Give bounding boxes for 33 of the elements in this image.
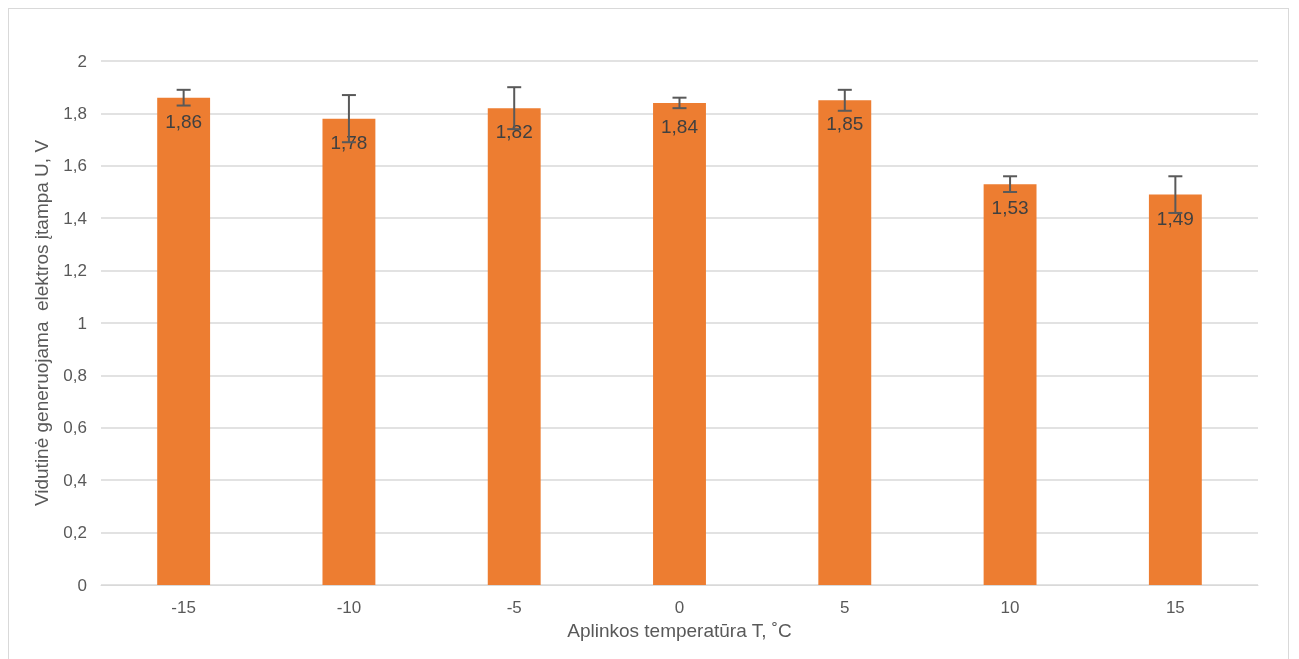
bar — [157, 97, 211, 585]
bar — [983, 184, 1037, 585]
data-label: 1,86 — [165, 110, 203, 132]
y-tick-label: 1,6 — [63, 156, 87, 176]
data-label: 1,53 — [991, 197, 1029, 219]
bar — [1148, 194, 1202, 585]
y-tick-label: 0,8 — [63, 365, 87, 385]
x-tick-label: 15 — [1165, 598, 1185, 617]
bar — [653, 102, 706, 585]
x-tick-label: -15 — [171, 598, 196, 617]
data-label: 1,49 — [1156, 207, 1194, 229]
bar — [487, 108, 541, 585]
x-tick-label: -10 — [336, 598, 362, 617]
y-tick-label: 0,6 — [63, 418, 87, 438]
y-tick-label: 1,8 — [63, 103, 87, 123]
bar — [322, 118, 376, 585]
x-tick-label: 0 — [674, 598, 685, 617]
y-tick-label: 1,2 — [63, 261, 87, 281]
x-tick-label: -5 — [506, 598, 522, 617]
y-tick-label: 0,4 — [63, 470, 87, 490]
bar — [818, 100, 872, 585]
y-tick-label: 1 — [77, 313, 87, 333]
y-tick-label: 0,2 — [63, 523, 87, 543]
x-axis-title: Aplinkos temperatūra T, ˚C — [567, 619, 792, 641]
y-axis-title: Vidutinė generuojama elektros įtampa U, V — [31, 139, 52, 507]
y-tick-label: 1,4 — [63, 208, 87, 228]
x-tick-label: 10 — [1000, 598, 1020, 617]
data-label: 1,78 — [330, 131, 368, 153]
x-tick-label: 5 — [840, 598, 850, 617]
y-tick-label: 0 — [77, 575, 87, 595]
data-label: 1,84 — [661, 115, 699, 137]
data-label: 1,85 — [826, 113, 864, 135]
y-tick-label: 2 — [77, 51, 87, 71]
